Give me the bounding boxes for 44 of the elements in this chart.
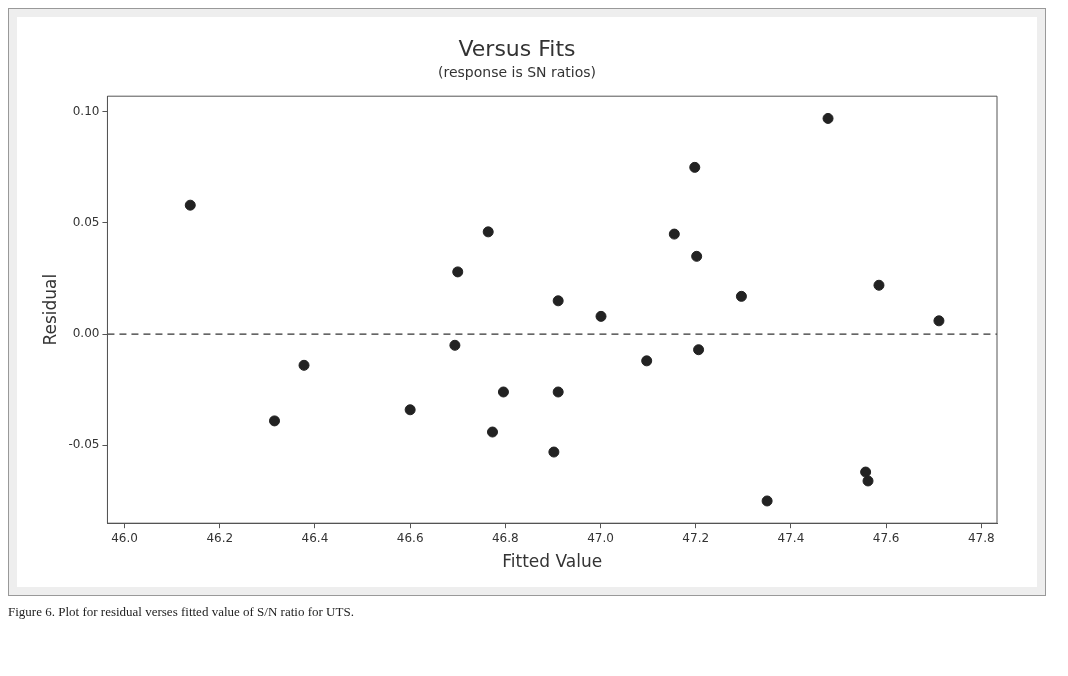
x-tick-label: 46.2: [206, 530, 234, 545]
x-tick-label: 46.0: [111, 530, 138, 545]
point: [761, 495, 773, 507]
point: [735, 290, 747, 302]
point: [486, 426, 498, 438]
point: [693, 344, 705, 356]
point: [691, 250, 703, 262]
point: [689, 161, 701, 173]
x-tick-label: 46.6: [396, 530, 424, 545]
point: [552, 386, 564, 398]
y-tick-label: -0.05: [68, 437, 100, 452]
x-axis-title: Fitted Value: [502, 551, 603, 572]
point: [482, 226, 494, 238]
chart-subtitle: (response is SN ratios): [438, 64, 596, 81]
point: [862, 475, 874, 487]
y-tick-label: 0.00: [72, 326, 100, 341]
point: [184, 199, 196, 211]
point: [933, 315, 945, 327]
point: [595, 310, 607, 322]
point: [404, 404, 416, 416]
point: [873, 279, 885, 291]
y-tick-label: 0.05: [72, 215, 100, 230]
point: [641, 355, 653, 367]
point: [548, 446, 560, 458]
x-tick-label: 47.2: [682, 530, 710, 545]
caption: Figure 6. Plot for residual verses fitted value of S/N ratio for UTS.: [8, 604, 355, 620]
point: [449, 339, 461, 351]
point: [668, 228, 680, 240]
point: [497, 386, 509, 398]
y-tick-label: 0.10: [72, 103, 100, 118]
x-tick-label: 46.4: [301, 530, 329, 545]
point: [822, 112, 834, 124]
point: [298, 359, 310, 371]
point: [269, 415, 281, 427]
point: [860, 466, 872, 478]
x-tick-label: 47.6: [872, 530, 900, 545]
x-tick-label: 47.8: [967, 530, 995, 545]
point: [452, 266, 464, 278]
x-tick-label: 47.0: [587, 530, 614, 545]
chart-title: Versus Fits: [458, 35, 576, 61]
point: [552, 295, 564, 307]
y-axis-title: Residual: [39, 273, 60, 346]
x-tick-label: 46.8: [491, 530, 519, 545]
x-tick-label: 47.4: [777, 530, 805, 545]
